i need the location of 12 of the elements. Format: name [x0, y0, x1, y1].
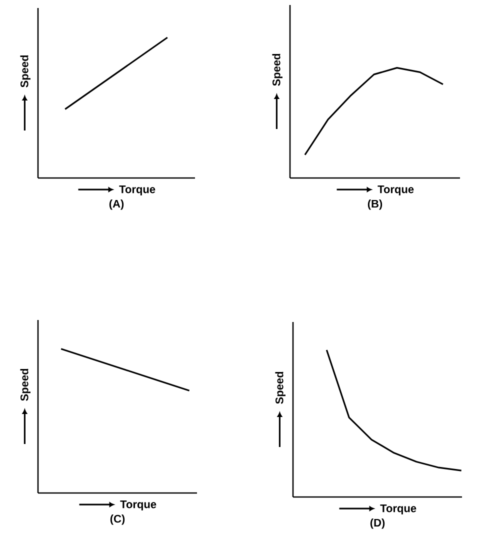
y-axis-title: Speed [20, 55, 30, 88]
text: (C) [110, 514, 125, 525]
text: (B) [368, 200, 382, 210]
text: (A) [109, 200, 124, 210]
x-axis-title: Torque [120, 500, 156, 510]
x-axis-title: Torque [378, 186, 414, 196]
y-axis-title: Speed [20, 368, 30, 401]
x-axis-title: Torque [119, 186, 156, 196]
y-axis-title: Speed [272, 54, 282, 86]
text: (D) [370, 518, 385, 529]
y-axis-title: Speed [275, 372, 286, 404]
x-axis-title: Torque [380, 504, 416, 514]
